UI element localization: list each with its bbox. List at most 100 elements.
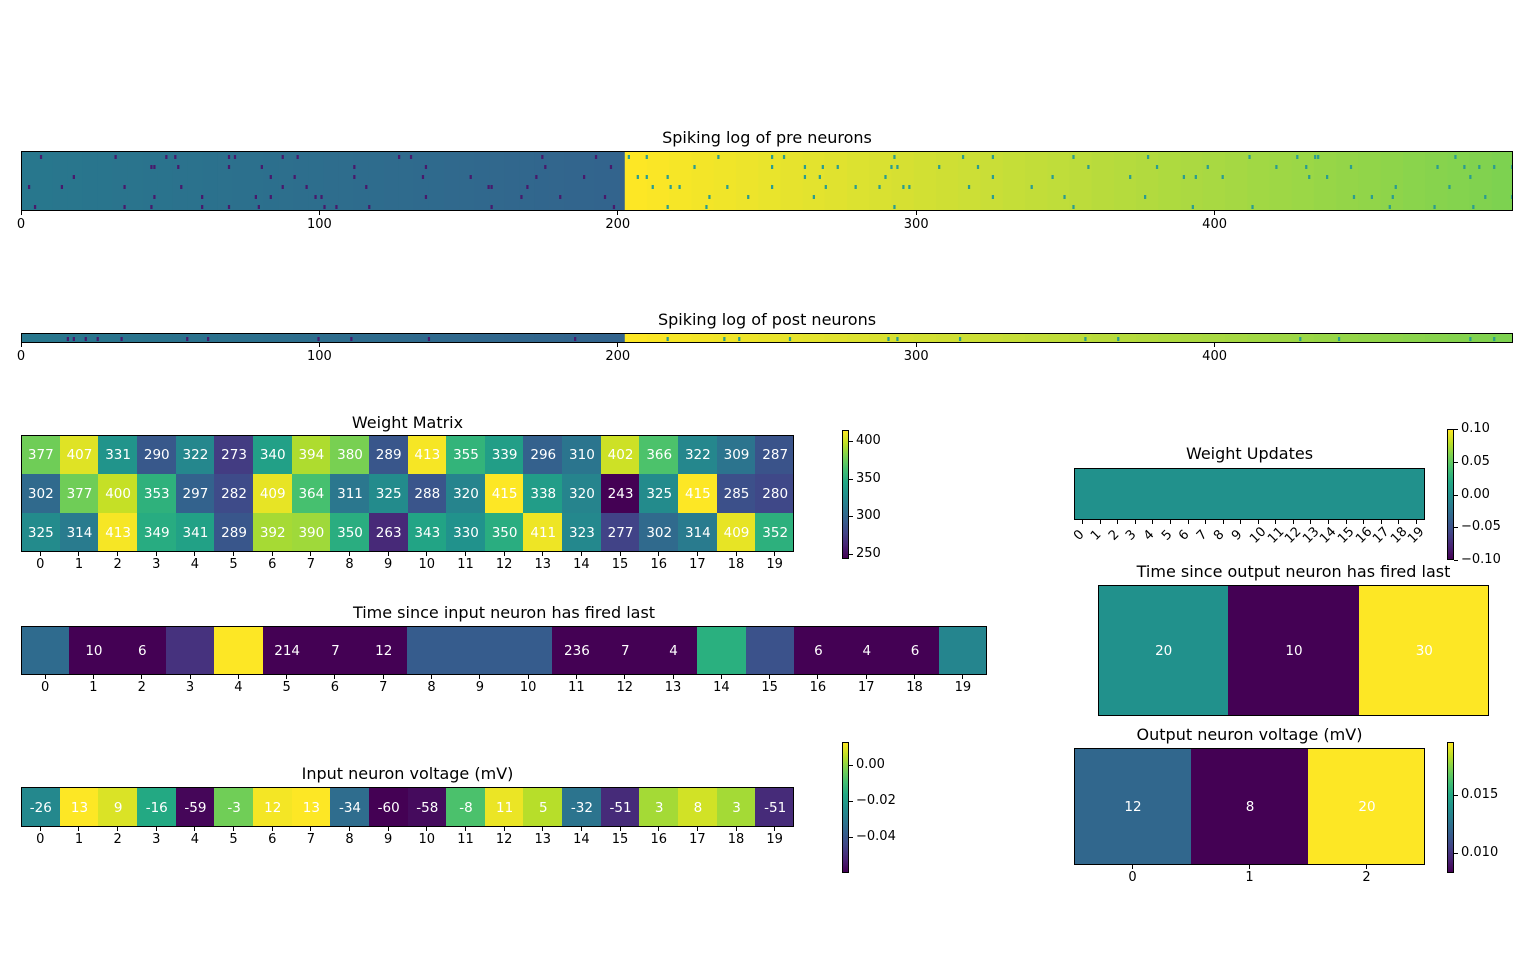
spike-pre-region-strip xyxy=(980,152,1004,210)
spike-pre-spike xyxy=(153,195,156,199)
spike-pre-spike xyxy=(693,165,696,169)
weight-matrix-xtick-mark xyxy=(117,552,119,556)
input-voltage-xtick-label: 14 xyxy=(573,832,590,847)
spike-pre-spike xyxy=(1448,185,1451,189)
weight-matrix-cell: 407 xyxy=(59,436,100,475)
input-time-xtick-label: 15 xyxy=(761,680,778,695)
spike-post-spike xyxy=(1299,337,1302,341)
input-time-xtick-mark xyxy=(527,675,529,679)
weight-matrix-cell: 243 xyxy=(600,474,641,514)
spike-pre-region-strip xyxy=(1380,152,1404,210)
weight-updates-xtick-mark xyxy=(1415,520,1417,524)
spike-pre-spike xyxy=(305,185,308,189)
weight-updates-xtick-mark xyxy=(1152,520,1154,524)
spike-post-spike xyxy=(350,337,353,341)
weight-matrix-cell: 340 xyxy=(252,436,293,475)
spike-pre-spike xyxy=(1275,165,1278,169)
input-time-xtick-mark xyxy=(92,675,94,679)
spike-pre-spike xyxy=(976,165,980,169)
spike-pre-spike xyxy=(612,205,616,209)
weight-matrix-cell: 314 xyxy=(59,513,100,551)
spike-post-region-strip xyxy=(1402,334,1426,342)
weight-matrix-xtick-label: 8 xyxy=(345,557,354,572)
input-time-cell: 6 xyxy=(793,627,844,674)
spike-pre-spike xyxy=(821,165,824,169)
spike-pre-spike xyxy=(320,195,323,199)
spike-pre-region-strip xyxy=(428,152,445,210)
spike-pre-spike xyxy=(27,185,31,189)
weight-matrix-xtick-mark xyxy=(735,552,737,556)
spike-post-region-strip xyxy=(37,334,53,342)
spike-post-region-strip xyxy=(1491,334,1512,342)
output-voltage-colorbar-tick-mark xyxy=(1454,853,1458,855)
weight-matrix-colorbar-tick-mark xyxy=(849,478,853,480)
spike-post-spike xyxy=(66,337,69,341)
spike-post-region-strip xyxy=(735,334,759,342)
spike-pre-spike xyxy=(257,205,260,209)
spike-pre-region-strip xyxy=(443,152,460,210)
input-time-xtick-label: 1 xyxy=(89,680,98,695)
spike-post-region-strip xyxy=(609,334,626,342)
weight-updates-xtick-mark xyxy=(1380,520,1382,524)
weight-matrix-colorbar-tick-mark xyxy=(849,553,853,555)
spike-pre-spike xyxy=(541,155,544,159)
spike-pre-region-strip xyxy=(534,152,551,210)
spike-post-raster xyxy=(21,333,1513,343)
input-voltage-colorbar-tick-label: −0.04 xyxy=(856,829,896,845)
output-time-title: Time since output neuron has fired last xyxy=(1136,562,1451,581)
spike-pre-spike xyxy=(323,205,326,209)
spike-post-region-strip xyxy=(293,334,309,342)
spike-pre-spike xyxy=(747,195,750,199)
input-voltage-xtick-label: 6 xyxy=(268,832,277,847)
output-time-heatmap: 20 10 30 xyxy=(1098,585,1489,716)
input-time-xtick-label: 17 xyxy=(857,680,875,695)
output-voltage-xtick-label: 2 xyxy=(1362,870,1371,885)
spike-pre-region-strip xyxy=(293,152,309,210)
input-time-xtick-label: 8 xyxy=(427,680,436,695)
spike-pre-spike xyxy=(1433,205,1436,209)
spike-pre-spike xyxy=(1472,205,1475,209)
weight-updates-xtick-label: 0 xyxy=(1070,527,1088,544)
input-time-xtick-mark xyxy=(575,675,577,679)
spike-pre-spike xyxy=(1155,165,1159,169)
input-time-xtick-mark xyxy=(672,675,674,679)
spike-post-xtick-mark xyxy=(915,343,917,347)
input-time-xtick-mark xyxy=(962,675,964,679)
weight-matrix-xtick-mark xyxy=(78,552,80,556)
spike-post-region-strip xyxy=(308,334,324,342)
weight-updates-xtick-mark xyxy=(1327,520,1329,524)
output-voltage-cell: 12 xyxy=(1075,749,1192,864)
spike-pre-spike xyxy=(770,155,774,159)
weight-matrix-cell: 350 xyxy=(330,513,370,551)
weight-updates-cell xyxy=(1231,469,1251,519)
spike-pre-region-strip xyxy=(691,152,715,210)
input-voltage-cell: 3 xyxy=(716,788,757,826)
spike-pre-spike xyxy=(824,185,827,189)
input-voltage-xtick-mark xyxy=(233,827,235,831)
spike-pre-region-strip xyxy=(564,152,581,210)
spike-pre-spike xyxy=(150,165,153,169)
input-voltage-xtick-label: 10 xyxy=(418,832,436,847)
spike-post-raster-svg xyxy=(22,334,1512,342)
weight-matrix-cell: 392 xyxy=(252,513,293,551)
input-time-xtick-label: 2 xyxy=(137,680,146,695)
weight-updates-colorbar-tick-label: 0.05 xyxy=(1461,453,1490,469)
spike-pre-spike xyxy=(1478,165,1481,169)
input-time-cell: 6 xyxy=(117,627,167,674)
spike-pre-spike xyxy=(1314,155,1317,159)
spike-pre-spike xyxy=(636,175,639,179)
spike-post-region-strip xyxy=(802,334,826,342)
spike-pre-spike xyxy=(1305,165,1308,169)
weight-updates-xtick-label: 9 xyxy=(1228,527,1246,544)
weight-matrix-cell: 325 xyxy=(368,474,409,514)
spike-pre-spike xyxy=(469,175,472,179)
spike-pre-spike xyxy=(1072,155,1075,159)
spike-pre-spike xyxy=(520,195,523,199)
spike-post-region-strip xyxy=(1447,334,1471,342)
input-time-xtick-mark xyxy=(914,675,916,679)
weight-updates-cell xyxy=(1302,469,1321,519)
weight-updates-xtick-label: 19 xyxy=(1405,524,1428,547)
weight-updates-cell xyxy=(1091,469,1111,519)
spike-post-xtick-label: 200 xyxy=(605,349,631,364)
weight-matrix-xtick-mark xyxy=(39,552,41,556)
